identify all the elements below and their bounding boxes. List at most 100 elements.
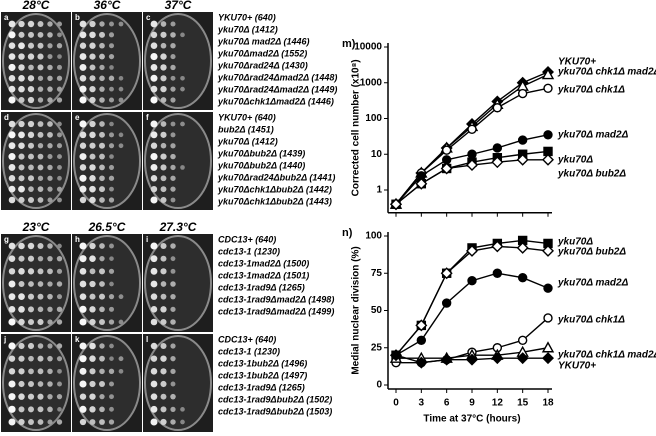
yeast-spot xyxy=(108,294,115,300)
yeast-spot xyxy=(47,197,53,203)
series-label: yku70Δ chk1Δ xyxy=(557,85,625,96)
marker xyxy=(542,153,554,166)
yeast-spot xyxy=(8,342,16,350)
yeast-spot xyxy=(99,306,105,313)
yeast-spot xyxy=(170,143,176,149)
y-tick-label: 1000 xyxy=(360,77,383,88)
yeast-spot xyxy=(8,120,16,128)
y-tick-label: 0 xyxy=(376,380,382,391)
yeast-spot xyxy=(27,85,35,93)
yeast-spot xyxy=(8,405,16,413)
yeast-spot xyxy=(18,164,25,171)
yeast-spot xyxy=(99,153,105,160)
yeast-spot xyxy=(79,242,87,250)
yeast-spot xyxy=(18,318,25,326)
yeast-spot xyxy=(8,74,16,82)
y-tick-label: 1 xyxy=(376,185,382,196)
marker xyxy=(415,177,428,190)
yeast-spot xyxy=(28,419,34,425)
yeast-spot xyxy=(150,96,158,104)
yeast-spot xyxy=(108,132,115,138)
yeast-spot xyxy=(160,153,167,160)
yeast-spot xyxy=(18,293,25,301)
yeast-spot xyxy=(170,32,176,38)
yeast-spot xyxy=(170,268,176,274)
strain-label: yku70Δchk1Δbub2Δ (1442) xyxy=(217,184,332,194)
yeast-spot xyxy=(89,53,96,60)
temperature: 26.5°C xyxy=(88,220,126,234)
yeast-spot xyxy=(150,85,158,93)
yeast-spot xyxy=(109,281,114,287)
yeast-spot xyxy=(18,142,25,149)
plate-rim xyxy=(73,13,141,109)
yeast-spot xyxy=(170,406,176,412)
yeast-spot xyxy=(18,153,25,160)
yeast-spot xyxy=(99,368,105,375)
yeast-spot xyxy=(170,356,176,362)
yeast-spot xyxy=(89,318,96,326)
yeast-spot xyxy=(57,368,62,374)
x-tick-label: 6 xyxy=(444,398,450,409)
yeast-spot xyxy=(79,53,87,60)
yeast-spot xyxy=(27,175,35,182)
panel-label: m) xyxy=(342,38,356,50)
strain-label: cdc13-1mad2Δ (1500) xyxy=(218,258,309,268)
yeast-spot xyxy=(99,394,105,400)
strain-label: cdc13-1rad9Δmad2Δ (1499) xyxy=(218,306,334,316)
plate-rim xyxy=(73,113,141,209)
yeast-spot xyxy=(47,175,53,181)
yeast-spot xyxy=(8,53,16,60)
strain-label: cdc13-1rad9Δbub2Δ (1502) xyxy=(218,394,332,404)
yeast-spot xyxy=(18,418,25,426)
yeast-spot xyxy=(150,120,158,128)
yeast-spot xyxy=(109,243,114,249)
yeast-spot xyxy=(8,131,16,139)
yeast-spot xyxy=(99,355,105,362)
yeast-spot xyxy=(150,185,158,193)
yeast-spot xyxy=(79,174,87,182)
yeast-spot xyxy=(89,393,96,400)
yeast-spot xyxy=(89,380,96,388)
plate-rim xyxy=(144,113,212,209)
yeast-spot xyxy=(37,153,44,160)
yeast-spot xyxy=(150,53,158,61)
yeast-spot xyxy=(109,394,114,400)
yeast-spot xyxy=(37,21,44,27)
yeast-spot xyxy=(180,32,185,38)
plate-rim xyxy=(144,13,212,109)
yeast-spot xyxy=(37,86,44,92)
marker xyxy=(492,103,503,113)
yeast-spot xyxy=(150,196,158,204)
yeast-spot xyxy=(8,380,16,388)
yeast-spot xyxy=(27,42,35,49)
yeast-spot xyxy=(99,21,105,27)
yeast-spot xyxy=(79,131,87,139)
yeast-spot xyxy=(47,419,53,425)
yeast-spot xyxy=(57,32,62,38)
yeast-spot xyxy=(170,186,176,192)
yeast-spot xyxy=(8,196,16,204)
yeast-spot xyxy=(8,318,16,326)
yeast-spot xyxy=(37,42,44,49)
yeast-spot xyxy=(79,85,87,93)
yeast-spot xyxy=(18,355,25,362)
strain-label: yku70Δrad24Δbub2Δ (1441) xyxy=(217,172,335,182)
yeast-spot xyxy=(8,242,16,250)
yeast-spot xyxy=(18,196,25,204)
yeast-spot xyxy=(118,75,124,81)
yeast-spot xyxy=(8,418,16,426)
yeast-spot xyxy=(170,343,176,349)
marker xyxy=(416,335,427,345)
yeast-spot xyxy=(89,293,96,300)
yeast-spot xyxy=(150,153,158,161)
series-label: yku70Δ chk1Δ xyxy=(557,315,625,326)
yeast-spot xyxy=(28,31,34,38)
yeast-spot xyxy=(8,164,16,171)
yeast-spot xyxy=(57,121,62,127)
yeast-spot xyxy=(118,21,124,27)
yeast-spot xyxy=(57,197,62,203)
plate-rim xyxy=(2,13,70,109)
temperature: 28°C xyxy=(22,0,50,12)
yeast-spot xyxy=(37,318,44,326)
y-axis-label: Medial nuclear division (%) xyxy=(351,246,362,374)
